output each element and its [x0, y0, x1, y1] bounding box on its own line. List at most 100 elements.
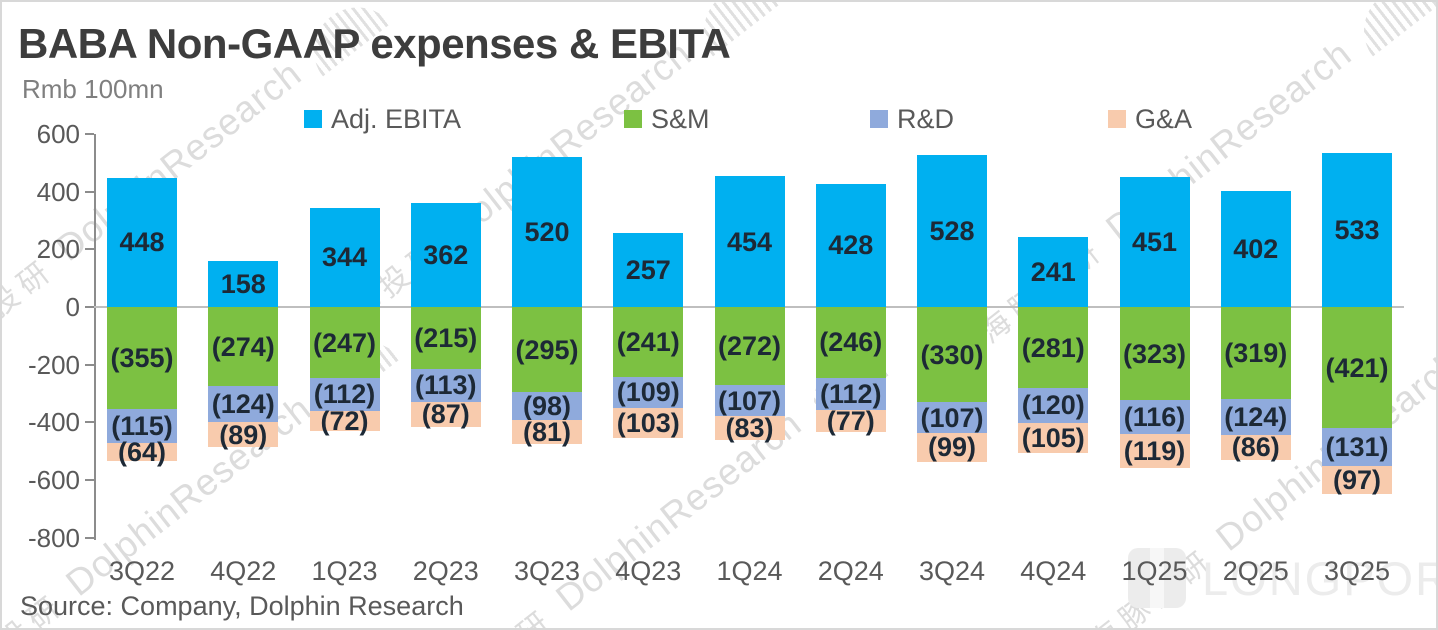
bar-segment: [1018, 422, 1089, 453]
bar-value-label: (105): [1021, 422, 1085, 453]
bar-value-label: (112): [819, 379, 882, 410]
bar-value-label: (107): [920, 402, 984, 433]
bar-segment: [714, 416, 785, 441]
bar-value-label: 528: [929, 215, 975, 246]
bar-segment: [1322, 153, 1392, 307]
bar-segment: [1322, 307, 1392, 429]
bar-segment: [1018, 388, 1089, 423]
x-axis-label: 3Q23: [513, 556, 581, 586]
bar-segment: [714, 385, 785, 417]
bar-segment: [107, 307, 177, 410]
bar-value-label: 451: [1131, 226, 1178, 257]
bar-value-label: (83): [725, 413, 774, 444]
bar-value-label: (281): [1021, 332, 1085, 363]
x-axis-label: 1Q23: [311, 556, 378, 586]
bar-segment: [917, 307, 987, 403]
bar-value-label: (274): [211, 331, 275, 362]
x-axis-label: 4Q24: [1020, 556, 1087, 586]
bar-segment: [512, 156, 582, 307]
bar-segment: [714, 307, 785, 386]
bar-segment: [309, 207, 380, 307]
bar-value-label: (241): [616, 326, 680, 357]
y-axis-line: [94, 133, 96, 540]
y-axis-tick: [85, 536, 94, 539]
bar-value-label: (319): [1224, 338, 1288, 369]
bar-segment: [410, 369, 481, 402]
bar-segment: [208, 261, 279, 307]
bar-segment: [1119, 433, 1190, 468]
bar-segment: [1220, 307, 1291, 400]
y-axis-tick: [85, 190, 94, 193]
bar-value-label: (89): [219, 419, 268, 450]
y-axis-tick: [85, 363, 94, 366]
bar-segment: [512, 392, 582, 421]
bar-segment: [613, 407, 684, 438]
bar-segment: [512, 420, 582, 444]
bar-value-label: (109): [616, 377, 680, 408]
bar-value-label: 448: [119, 227, 165, 258]
bar-segment: [613, 376, 684, 408]
x-axis-label: 2Q24: [817, 556, 884, 586]
y-axis-tick: [85, 306, 94, 308]
bar-segment: [410, 401, 481, 427]
y-axis-tick: [85, 248, 94, 251]
bar-value-label: (77): [826, 406, 875, 437]
bar-segment: [309, 410, 380, 432]
bar-segment: [613, 307, 684, 377]
bar-segment: [917, 433, 987, 462]
bar-value-label: (72): [320, 405, 369, 436]
bar-segment: [410, 202, 481, 307]
bar-value-label: (272): [717, 331, 782, 362]
bar-segment: [107, 442, 177, 462]
axis-unit-label: Rmb 100mn: [22, 74, 164, 104]
bar-segment: [107, 177, 177, 307]
bar-segment: [1220, 191, 1291, 307]
bar-segment: [1220, 434, 1291, 460]
bar-value-label: (113): [414, 370, 477, 401]
source-note: Source: Company, Dolphin Research: [20, 591, 464, 621]
bar-segment: [512, 307, 582, 393]
bar-value-label: 362: [423, 239, 469, 270]
bar-segment: [1322, 428, 1392, 467]
y-axis-label: -600: [27, 465, 80, 496]
bar-segment: [917, 154, 987, 307]
bar-segment: [1119, 176, 1190, 307]
x-axis-label: 2Q23: [412, 556, 479, 586]
bar-segment: [208, 421, 279, 448]
y-axis-label: 0: [65, 292, 80, 322]
y-axis-label: -800: [27, 522, 80, 553]
x-axis-label: 3Q24: [918, 556, 986, 586]
x-axis-label: 1Q24: [716, 556, 783, 586]
bar-segment: [1018, 307, 1089, 389]
y-axis-label: -400: [27, 407, 80, 438]
x-axis-label: 3Q22: [108, 556, 176, 586]
x-axis-label: 1Q25: [1121, 556, 1188, 586]
bar-value-label: (107): [717, 385, 782, 416]
bar-value-label: (246): [819, 327, 883, 358]
bar-segment: [917, 402, 987, 434]
bar-value-label: (124): [1224, 401, 1288, 432]
bar-value-label: (124): [211, 388, 275, 419]
bar-value-label: 520: [524, 216, 570, 247]
bar-segment: [815, 183, 886, 307]
bar-value-label: 158: [220, 269, 266, 300]
bar-segment: [410, 307, 481, 370]
y-axis-label: 400: [36, 176, 80, 207]
bar-value-label: 428: [828, 230, 874, 261]
x-axis-label: 4Q23: [615, 556, 682, 586]
bar-value-label: (120): [1021, 390, 1085, 421]
bar-segment: [613, 232, 684, 307]
bar-value-label: (116): [1123, 401, 1186, 432]
x-axis-label: 2Q25: [1222, 556, 1289, 586]
bar-segment: [208, 386, 279, 422]
bar-value-label: (103): [616, 407, 680, 438]
bar-segment: [1119, 400, 1190, 434]
y-axis-tick: [85, 421, 94, 424]
bar-value-label: (295): [515, 334, 579, 365]
x-axis-label: 3Q25: [1323, 556, 1391, 586]
bar-value-label: (119): [1123, 435, 1186, 466]
bar-value-label: 402: [1233, 234, 1279, 264]
y-axis-label: 200: [36, 234, 80, 265]
